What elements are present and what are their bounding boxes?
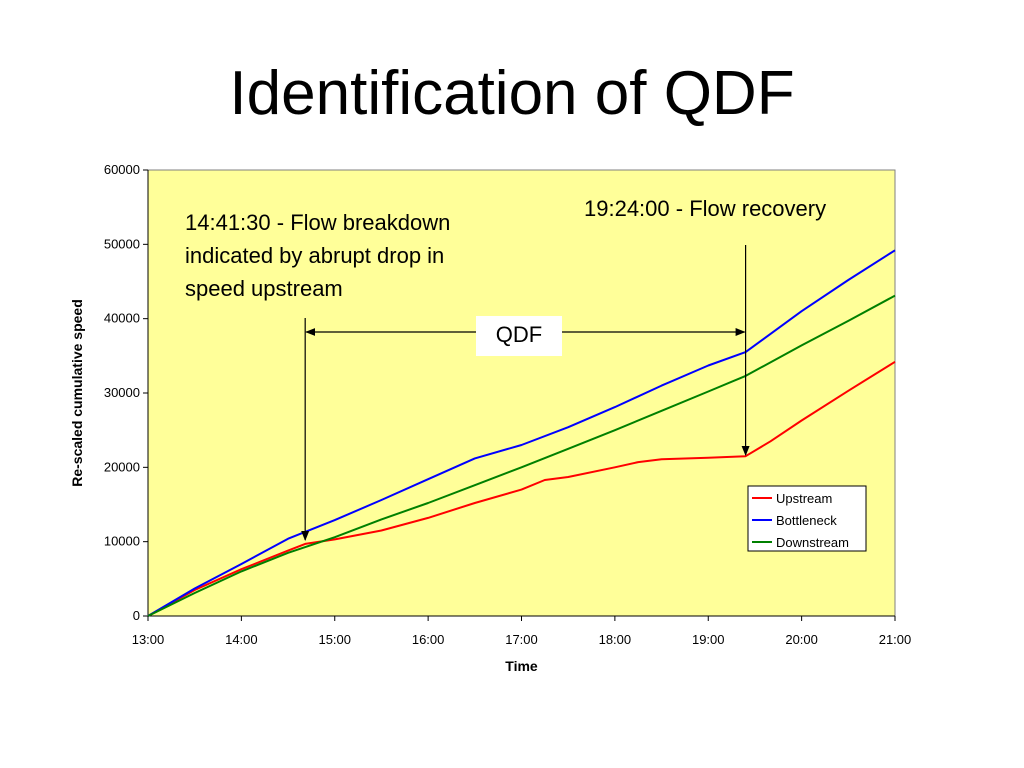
x-tick-label: 16:00: [412, 632, 445, 647]
axes: 0 10000 20000 30000 40000 50000 60000 13:00 14:0…: [69, 162, 911, 674]
qdf-label-box: [476, 316, 562, 356]
x-tick-label: 17:00: [505, 632, 538, 647]
x-tick-label: 19:00: [692, 632, 725, 647]
slide-title: Identification of QDF: [229, 59, 795, 128]
series-line-upstream: [147, 360, 896, 617]
y-tick-label: 40000: [104, 311, 140, 326]
legend-box: [747, 485, 867, 552]
y-tick-label: 60000: [104, 162, 140, 177]
breakdown-annotation-line: speed upstream: [185, 276, 343, 301]
legend: Upstream Bottleneck Downstream: [747, 485, 867, 552]
legend-label: Bottleneck: [776, 513, 837, 528]
y-tick-label: 50000: [104, 236, 140, 251]
x-tick-label: 13:00: [132, 632, 165, 647]
series-line-downstream: [147, 294, 896, 617]
x-tick-label: 21:00: [879, 632, 912, 647]
x-tick-label: 14:00: [225, 632, 258, 647]
recovery-annotation: 19:24:00 - Flow recovery: [584, 196, 826, 221]
y-tick-label: 30000: [104, 385, 140, 400]
x-axis-title: Time: [505, 658, 538, 674]
y-tick-label: 20000: [104, 459, 140, 474]
y-tick-label: 0: [133, 608, 140, 623]
series-lines: [147, 249, 896, 617]
annotations: QDF 14:41:30 - Flow breakdown indicated by…: [185, 196, 826, 541]
y-axis-title: Re-scaled cumulative speed: [69, 299, 85, 487]
y-tick-label: 10000: [104, 534, 140, 549]
x-tick-label: 15:00: [318, 632, 351, 647]
breakdown-annotation-line: 14:41:30 - Flow breakdown: [185, 210, 450, 235]
legend-label: Upstream: [776, 491, 832, 506]
x-tick-label: 18:00: [599, 632, 632, 647]
breakdown-annotation-line: indicated by abrupt drop in: [185, 243, 444, 268]
x-tick-label: 20:00: [785, 632, 818, 647]
series-line-bottleneck: [147, 249, 896, 617]
qdf-label: QDF: [496, 322, 542, 347]
legend-label: Downstream: [776, 535, 849, 550]
